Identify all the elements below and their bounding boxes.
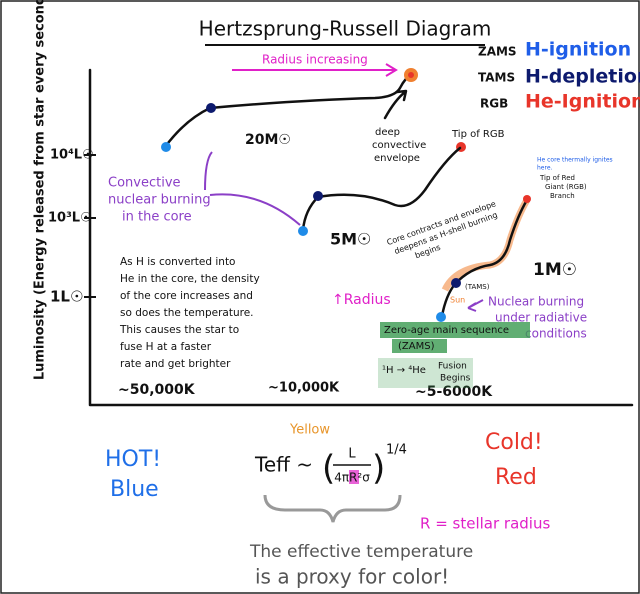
paragraph: As H is converted into He in the core, t…: [119, 256, 260, 370]
legend-abbr: ZAMS: [478, 45, 517, 59]
highlight: [380, 322, 530, 338]
note: deep: [375, 127, 400, 138]
paragraph-line: He in the core, the density: [120, 273, 260, 285]
note: envelope: [374, 153, 420, 164]
paren: (: [322, 449, 335, 489]
mass-label: 1M☉: [533, 260, 577, 280]
mass-label: 20M☉: [245, 132, 291, 148]
x-tick-label: ~5-6000K: [415, 384, 493, 400]
note: He core thermally ignites: [537, 157, 613, 164]
axes: [88, 68, 634, 407]
note: Begins: [440, 374, 471, 384]
legend: ZAMS H-ignition TAMS H-depletion RGB He-…: [478, 39, 640, 113]
paragraph-line: fuse H at a faster: [120, 341, 212, 353]
legend-label: H-ignition: [525, 39, 631, 61]
cold-label: Cold!: [485, 430, 543, 455]
arrow: [383, 89, 408, 120]
highlight: [392, 339, 447, 353]
hot-label: HOT!: [105, 447, 161, 472]
tams-dot: [206, 103, 216, 113]
x-tick-label: ~10,000K: [268, 381, 340, 396]
rgb-dot: [523, 195, 531, 203]
x-tick-label: ~50,000K: [118, 382, 196, 398]
note: Giant (RGB): [545, 183, 587, 191]
pointer: [204, 151, 301, 226]
note: Branch: [550, 192, 575, 200]
paragraph-line: so does the temperature.: [120, 307, 254, 319]
hot-label: Blue: [110, 477, 159, 502]
note: under radiative: [495, 311, 587, 325]
paren: ): [372, 449, 385, 489]
radius-arrow: [232, 63, 398, 77]
y-tick-label: 10³L☉: [48, 211, 92, 226]
zams-dot: [436, 312, 446, 322]
note: Fusion: [438, 362, 467, 372]
legend-label: He-Ignition: [525, 91, 640, 113]
zams-dot: [161, 142, 171, 152]
paragraph-line: rate and get brighter: [120, 358, 231, 370]
pointer: [467, 299, 484, 312]
y-tick-label: 10⁴L☉: [50, 148, 94, 163]
formula-denominator: 4πR²σ: [334, 471, 370, 485]
highlight: [378, 358, 473, 388]
zams-dot: [298, 226, 308, 236]
note: conditions: [525, 327, 587, 341]
highlight: [349, 470, 359, 484]
core-contracts: Core contracts and envelope deepens as H…: [386, 199, 499, 260]
paragraph-line: This causes the star to: [119, 324, 239, 336]
formula-exponent: 1/4: [386, 443, 407, 458]
y-axis-label: Luminosity (Energy released from star ev…: [33, 0, 48, 380]
note: nuclear burning: [108, 193, 211, 208]
note: in the core: [122, 210, 192, 225]
note: Convective: [108, 176, 181, 191]
title: Hertzsprung-Russell Diagram: [199, 17, 492, 41]
y-tick-label: 1L☉: [50, 288, 83, 306]
radius-up: ↑Radius: [332, 292, 391, 308]
paragraph-line: As H is converted into: [120, 256, 236, 268]
note: here.: [537, 165, 553, 172]
note: Nuclear burning: [488, 295, 584, 309]
formula-numerator: L: [348, 447, 356, 462]
note: convective: [372, 140, 426, 151]
tams-dot: [313, 191, 323, 201]
note: Zero-age main sequence: [384, 325, 509, 336]
note: Tip of Red: [539, 174, 575, 182]
conclusion: The effective temperature: [249, 542, 473, 562]
radius-note: R = stellar radius: [420, 515, 550, 533]
legend-abbr: RGB: [480, 97, 508, 111]
formula-lhs: Teff ~: [254, 453, 313, 477]
mass-label: 5M☉: [330, 230, 371, 249]
track-20: [163, 72, 414, 149]
note: (ZAMS): [398, 341, 435, 352]
legend-abbr: TAMS: [478, 71, 515, 85]
note: (TAMS): [465, 283, 490, 291]
formula: Teff ~ ( ) L 4πR²σ 1/4: [254, 443, 407, 489]
radius-increasing: Radius increasing: [262, 53, 368, 67]
paragraph-line: of the core increases and: [120, 290, 253, 302]
conclusion: is a proxy for color!: [255, 565, 449, 589]
sun-label: Sun: [450, 296, 465, 305]
legend-label: H-depletion: [525, 66, 640, 88]
tams-dot: [451, 278, 461, 288]
track-1: [440, 198, 529, 318]
yellow-label: Yellow: [289, 423, 330, 438]
cold-label: Red: [495, 465, 537, 490]
brace: [263, 494, 402, 523]
track-5: [301, 146, 462, 232]
note: ¹H → ⁴He: [382, 365, 426, 376]
note: Tip of RGB: [451, 129, 505, 140]
rgb-dot-core: [408, 72, 414, 78]
convective-note: Convective nuclear burning in the core: [108, 176, 211, 225]
